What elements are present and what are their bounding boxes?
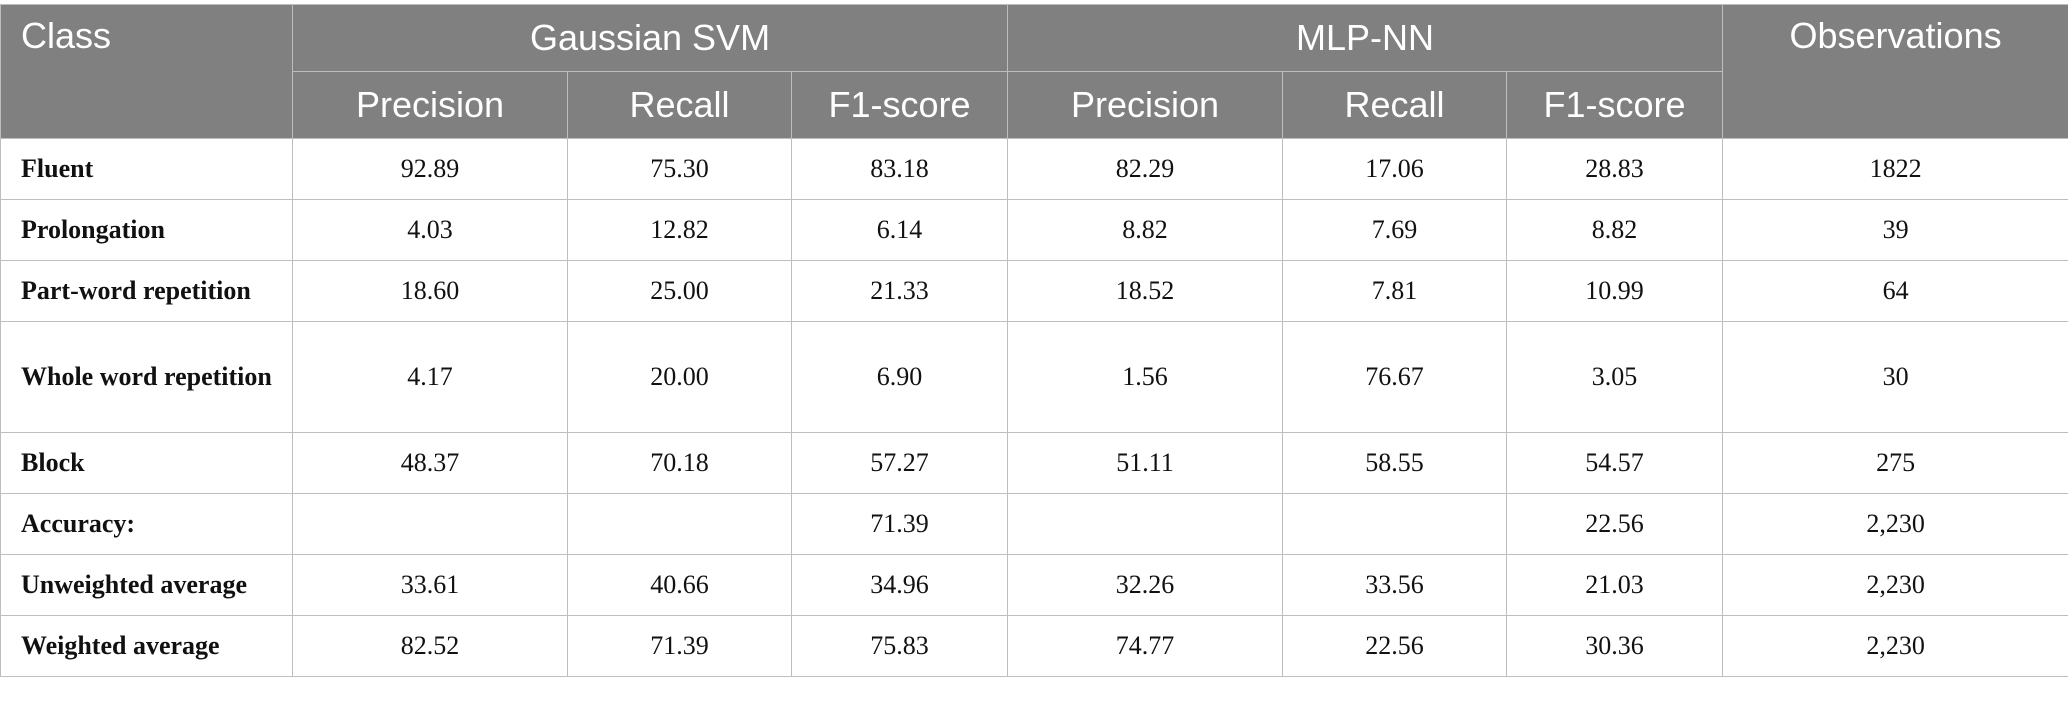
- table-cell: 18.52: [1007, 260, 1284, 322]
- table-cell: 7.69: [1282, 199, 1508, 261]
- table-cell: 1822: [1722, 138, 2068, 200]
- table-cell: 71.39: [567, 615, 792, 677]
- table-row: Accuracy: 71.39 22.56 2,230: [0, 493, 2068, 555]
- table-cell: 6.14: [790, 199, 1009, 261]
- row-label: Fluent: [0, 138, 293, 200]
- table-cell: 39: [1722, 199, 2068, 261]
- table-cell: 48.37: [292, 432, 568, 494]
- row-label: Block: [0, 432, 293, 494]
- row-label: Weighted average: [0, 615, 293, 677]
- table-row: Unweighted average 33.61 40.66 34.96 32.…: [0, 554, 2068, 616]
- table-cell: 64: [1722, 260, 2068, 322]
- row-label: Prolongation: [0, 199, 293, 261]
- table-cell: 1.56: [1007, 321, 1284, 433]
- table-cell: 40.66: [567, 554, 792, 616]
- table-cell: [1007, 493, 1284, 555]
- table-cell: [567, 493, 792, 555]
- row-label: Whole word repetition: [0, 321, 293, 433]
- table-body: Fluent 92.89 75.30 83.18 82.29 17.06 28.…: [0, 138, 2068, 677]
- table-cell: 8.82: [1506, 199, 1724, 261]
- header-mlp-nn: MLP-NN: [1007, 4, 1724, 72]
- classification-results-table: Class Gaussian SVM MLP-NN Observations P…: [0, 4, 2068, 677]
- table-cell: 58.55: [1282, 432, 1508, 494]
- header-gaussian-svm: Gaussian SVM: [291, 4, 1009, 72]
- table-cell: 28.83: [1506, 138, 1724, 200]
- table-cell: 18.60: [292, 260, 568, 322]
- table-row: Weighted average 82.52 71.39 75.83 74.77…: [0, 615, 2068, 677]
- table-cell: [292, 493, 568, 555]
- header-svm-f1: F1-score: [790, 71, 1009, 139]
- table-cell: 17.06: [1282, 138, 1508, 200]
- header-observations: Observations: [1722, 4, 2068, 139]
- header-mlp-precision: Precision: [1007, 71, 1284, 139]
- table-cell: 4.17: [292, 321, 568, 433]
- row-label: Part-word repetition: [0, 260, 293, 322]
- table-cell: 22.56: [1506, 493, 1724, 555]
- header-mlp-f1: F1-score: [1506, 71, 1724, 139]
- table-cell: 6.90: [790, 321, 1009, 433]
- table-cell: 54.57: [1506, 432, 1724, 494]
- table-cell: 33.61: [292, 554, 568, 616]
- table-cell: 57.27: [790, 432, 1009, 494]
- table-cell: 75.83: [790, 615, 1009, 677]
- header-svm-precision: Precision: [292, 71, 568, 139]
- header-row-groups: Class Gaussian SVM MLP-NN Observations: [0, 4, 2068, 139]
- table-cell: 22.56: [1282, 615, 1508, 677]
- table-row: Fluent 92.89 75.30 83.18 82.29 17.06 28.…: [0, 138, 2068, 200]
- table-cell: 76.67: [1282, 321, 1508, 433]
- table-cell: 2,230: [1722, 554, 2068, 616]
- table-cell: 12.82: [567, 199, 792, 261]
- table-cell: 92.89: [292, 138, 568, 200]
- table-row: Whole word repetition 4.17 20.00 6.90 1.…: [0, 321, 2068, 433]
- table-cell: 51.11: [1007, 432, 1284, 494]
- table-cell: 32.26: [1007, 554, 1284, 616]
- row-label: Unweighted average: [0, 554, 293, 616]
- table-row: Block 48.37 70.18 57.27 51.11 58.55 54.5…: [0, 432, 2068, 494]
- table-cell: 21.33: [790, 260, 1009, 322]
- table-cell: 4.03: [292, 199, 568, 261]
- table-cell: 82.29: [1007, 138, 1284, 200]
- table-cell: 83.18: [790, 138, 1009, 200]
- table-cell: 10.99: [1506, 260, 1724, 322]
- header-row-metrics: Precision Recall F1-score Precision Reca…: [1, 71, 2068, 139]
- table-cell: 2,230: [1722, 493, 2068, 555]
- table-cell: 70.18: [567, 432, 792, 494]
- table-cell: 75.30: [567, 138, 792, 200]
- results-table-container: Class Gaussian SVM MLP-NN Observations P…: [0, 4, 2068, 677]
- table-row: Prolongation 4.03 12.82 6.14 8.82 7.69 8…: [0, 199, 2068, 261]
- table-cell: [1282, 493, 1508, 555]
- table-cell: 82.52: [292, 615, 568, 677]
- table-cell: 2,230: [1722, 615, 2068, 677]
- table-cell: 8.82: [1007, 199, 1284, 261]
- table-cell: 3.05: [1506, 321, 1724, 433]
- table-cell: 30.36: [1506, 615, 1724, 677]
- header-class: Class: [0, 4, 293, 139]
- table-row: Part-word repetition 18.60 25.00 21.33 1…: [0, 260, 2068, 322]
- header-mlp-recall: Recall: [1282, 71, 1508, 139]
- table-cell: 275: [1722, 432, 2068, 494]
- row-label: Accuracy:: [0, 493, 293, 555]
- table-cell: 34.96: [790, 554, 1009, 616]
- table-cell: 20.00: [567, 321, 792, 433]
- table-cell: 25.00: [567, 260, 792, 322]
- table-cell: 33.56: [1282, 554, 1508, 616]
- table-cell: 74.77: [1007, 615, 1284, 677]
- header-svm-recall: Recall: [567, 71, 792, 139]
- table-cell: 71.39: [790, 493, 1009, 555]
- table-cell: 7.81: [1282, 260, 1508, 322]
- table-cell: 21.03: [1506, 554, 1724, 616]
- table-cell: 30: [1722, 321, 2068, 433]
- table-header: Class Gaussian SVM MLP-NN Observations P…: [0, 4, 2068, 139]
